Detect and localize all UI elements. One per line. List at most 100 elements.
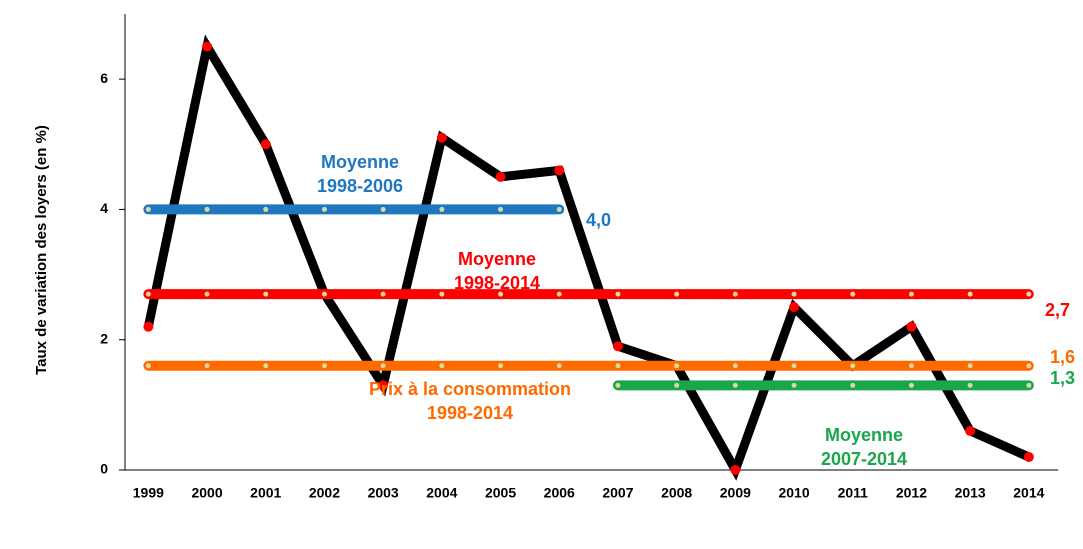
point xyxy=(204,291,210,297)
point xyxy=(732,363,738,369)
point xyxy=(615,382,621,388)
x-tick-label: 2001 xyxy=(250,485,281,501)
point xyxy=(732,382,738,388)
point xyxy=(967,382,973,388)
series: Moyenne 1998-2014 2,7 xyxy=(143,249,1070,320)
x-tick-label: 2009 xyxy=(720,485,751,501)
point xyxy=(556,206,562,212)
series-label: Prix à la consommation 1998-2014 xyxy=(369,379,571,423)
point xyxy=(674,363,680,369)
point xyxy=(615,363,621,369)
point xyxy=(674,291,680,297)
point xyxy=(791,291,797,297)
point xyxy=(439,291,445,297)
point xyxy=(965,425,976,436)
point xyxy=(380,291,386,297)
point xyxy=(498,291,504,297)
point xyxy=(321,291,327,297)
point xyxy=(204,206,210,212)
x-tick-label: 2006 xyxy=(544,485,575,501)
value-label: 4,0 xyxy=(586,210,611,230)
point xyxy=(1026,363,1032,369)
point xyxy=(791,382,797,388)
x-tick-label: 1999 xyxy=(133,485,164,501)
point xyxy=(554,165,565,176)
point xyxy=(204,363,210,369)
point xyxy=(615,291,621,297)
label-line: Moyenne xyxy=(321,152,399,172)
series-label: Moyenne 2007-2014 xyxy=(821,425,907,469)
point xyxy=(1026,382,1032,388)
point xyxy=(260,139,271,150)
point xyxy=(321,206,327,212)
point xyxy=(908,382,914,388)
series-label: Moyenne 1998-2014 xyxy=(454,249,540,293)
point xyxy=(556,363,562,369)
point xyxy=(436,132,447,143)
point xyxy=(321,363,327,369)
y-tick-label: 2 xyxy=(100,330,108,346)
label-line: Moyenne xyxy=(458,249,536,269)
y-tick-label: 4 xyxy=(100,200,108,216)
label-line: 1998-2006 xyxy=(317,176,403,196)
point xyxy=(850,363,856,369)
point xyxy=(674,382,680,388)
y-tick-label: 6 xyxy=(100,70,108,86)
point xyxy=(908,363,914,369)
point xyxy=(556,291,562,297)
point xyxy=(380,363,386,369)
point xyxy=(498,206,504,212)
point xyxy=(967,291,973,297)
point xyxy=(850,291,856,297)
series-label: Moyenne 1998-2006 xyxy=(317,152,403,196)
x-tick-label: 2012 xyxy=(896,485,927,501)
x-tick-label: 2014 xyxy=(1013,485,1044,501)
point xyxy=(906,321,917,332)
value-label: 2,7 xyxy=(1045,300,1070,320)
series xyxy=(143,34,1034,481)
label-line: 1998-2014 xyxy=(427,403,513,423)
value-label: 1,3 xyxy=(1050,368,1075,388)
point xyxy=(145,206,151,212)
point xyxy=(439,363,445,369)
point xyxy=(612,341,623,352)
x-tick-label: 2008 xyxy=(661,485,692,501)
point xyxy=(967,363,973,369)
series-line xyxy=(143,34,1031,481)
point xyxy=(789,302,800,313)
point xyxy=(143,321,154,332)
y-tick-label: 0 xyxy=(100,461,108,477)
point xyxy=(730,465,741,475)
point xyxy=(1023,451,1034,462)
series: Moyenne 2007-2014 1,3 xyxy=(612,368,1075,469)
point xyxy=(1026,291,1032,297)
x-tick-label: 2005 xyxy=(485,485,516,501)
point xyxy=(380,206,386,212)
x-tick-label: 2002 xyxy=(309,485,340,501)
x-tick-label: 2007 xyxy=(602,485,633,501)
x-tick-label: 2011 xyxy=(838,485,869,501)
value-label: 1,6 xyxy=(1050,347,1075,367)
point xyxy=(263,291,269,297)
label-line: 1998-2014 xyxy=(454,273,540,293)
point xyxy=(850,382,856,388)
point xyxy=(439,206,445,212)
point xyxy=(145,291,151,297)
point xyxy=(495,171,506,182)
point xyxy=(263,363,269,369)
x-tick-label: 2000 xyxy=(191,485,222,501)
x-tick-label: 2013 xyxy=(955,485,986,501)
point xyxy=(732,291,738,297)
x-tick-label: 2004 xyxy=(426,485,457,501)
point xyxy=(378,380,389,391)
point xyxy=(263,206,269,212)
x-tick-label: 2003 xyxy=(368,485,399,501)
point xyxy=(791,363,797,369)
point xyxy=(498,363,504,369)
point xyxy=(202,41,213,52)
label-line: Moyenne xyxy=(825,425,903,445)
y-axis-label: Taux de variation des loyers (en %) xyxy=(33,125,50,375)
x-tick-label: 2010 xyxy=(778,485,809,501)
